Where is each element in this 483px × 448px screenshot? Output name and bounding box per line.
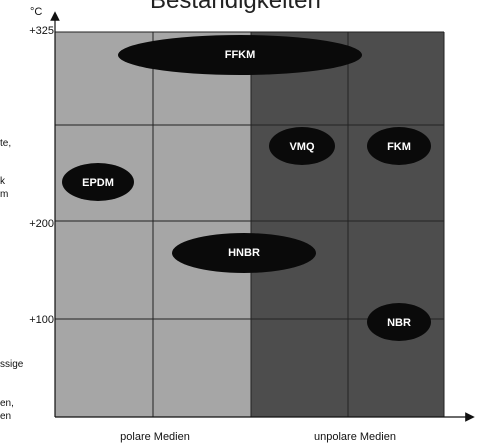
fkm-label: FKM bbox=[367, 137, 431, 157]
ffkm-label: FFKM bbox=[180, 45, 300, 65]
hnbr-label: HNBR bbox=[204, 243, 284, 263]
epdm-label: EPDM bbox=[63, 173, 133, 193]
vmq-label: VMQ bbox=[270, 137, 334, 157]
x-label-polar: polare Medien bbox=[100, 431, 210, 443]
nbr-label: NBR bbox=[367, 313, 431, 333]
x-label-unpolar: unpolare Medien bbox=[290, 431, 420, 443]
